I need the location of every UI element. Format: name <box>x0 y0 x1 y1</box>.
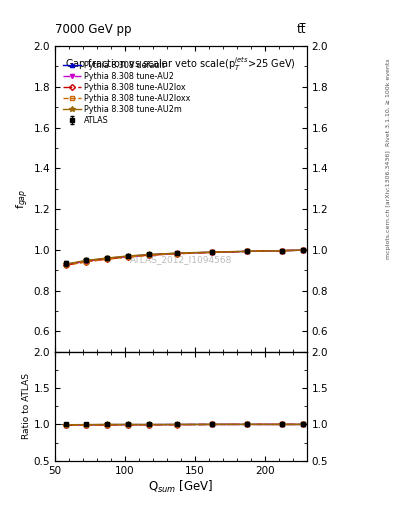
Text: Rivet 3.1.10, ≥ 100k events: Rivet 3.1.10, ≥ 100k events <box>386 58 391 146</box>
Line: Pythia 8.308 tune-AU2m: Pythia 8.308 tune-AU2m <box>63 247 306 267</box>
Pythia 8.308 tune-AU2loxx <box>301 247 305 253</box>
Pythia 8.308 tune-AU2m <box>126 253 131 259</box>
Pythia 8.308 tune-AU2lox <box>280 247 285 253</box>
Pythia 8.308 tune-AU2 <box>210 249 215 255</box>
Pythia 8.308 tune-AU2m <box>301 247 305 253</box>
Pythia 8.308 tune-AU2loxx <box>210 249 215 255</box>
Pythia 8.308 default <box>175 250 180 257</box>
Line: Pythia 8.308 default: Pythia 8.308 default <box>63 248 305 267</box>
Legend: Pythia 8.308 default, Pythia 8.308 tune-AU2, Pythia 8.308 tune-AU2lox, Pythia 8.: Pythia 8.308 default, Pythia 8.308 tune-… <box>62 59 192 126</box>
Pythia 8.308 tune-AU2lox <box>126 254 131 260</box>
Pythia 8.308 tune-AU2loxx <box>280 247 285 253</box>
Pythia 8.308 tune-AU2loxx <box>63 263 68 269</box>
Y-axis label: Ratio to ATLAS: Ratio to ATLAS <box>22 373 31 439</box>
Pythia 8.308 tune-AU2 <box>63 262 68 268</box>
Pythia 8.308 tune-AU2m <box>105 255 110 261</box>
Pythia 8.308 default <box>245 248 250 254</box>
Pythia 8.308 default <box>147 251 152 258</box>
Pythia 8.308 tune-AU2m <box>63 261 68 267</box>
Pythia 8.308 tune-AU2 <box>301 247 305 253</box>
Pythia 8.308 tune-AU2lox <box>147 252 152 258</box>
Text: Gap fraction vs scalar veto scale(p$_T^{jets}$>25 GeV): Gap fraction vs scalar veto scale(p$_T^{… <box>65 55 296 73</box>
Pythia 8.308 tune-AU2 <box>175 250 180 257</box>
Pythia 8.308 tune-AU2lox <box>105 256 110 262</box>
Pythia 8.308 tune-AU2m <box>147 251 152 258</box>
Pythia 8.308 default <box>105 255 110 262</box>
Pythia 8.308 default <box>63 262 68 268</box>
Pythia 8.308 default <box>280 247 285 253</box>
Pythia 8.308 tune-AU2lox <box>84 259 89 265</box>
Pythia 8.308 tune-AU2m <box>280 247 285 253</box>
Pythia 8.308 tune-AU2lox <box>175 250 180 257</box>
X-axis label: Q$_{sum}$ [GeV]: Q$_{sum}$ [GeV] <box>148 478 213 495</box>
Text: mcplots.cern.ch [arXiv:1306.3436]: mcplots.cern.ch [arXiv:1306.3436] <box>386 151 391 259</box>
Pythia 8.308 tune-AU2lox <box>245 248 250 254</box>
Pythia 8.308 tune-AU2m <box>245 248 250 254</box>
Pythia 8.308 default <box>84 258 89 264</box>
Pythia 8.308 tune-AU2loxx <box>175 250 180 257</box>
Y-axis label: f$_{gap}$: f$_{gap}$ <box>15 189 31 209</box>
Pythia 8.308 tune-AU2 <box>147 252 152 258</box>
Text: ATLAS_2012_I1094568: ATLAS_2012_I1094568 <box>130 255 232 265</box>
Pythia 8.308 tune-AU2 <box>280 247 285 253</box>
Pythia 8.308 default <box>126 253 131 260</box>
Pythia 8.308 default <box>210 249 215 255</box>
Pythia 8.308 tune-AU2lox <box>301 247 305 253</box>
Text: 7000 GeV pp: 7000 GeV pp <box>55 23 132 36</box>
Pythia 8.308 tune-AU2 <box>84 258 89 264</box>
Line: Pythia 8.308 tune-AU2loxx: Pythia 8.308 tune-AU2loxx <box>63 248 305 268</box>
Pythia 8.308 tune-AU2m <box>84 258 89 264</box>
Pythia 8.308 tune-AU2 <box>245 248 250 254</box>
Pythia 8.308 tune-AU2m <box>210 249 215 255</box>
Pythia 8.308 tune-AU2loxx <box>245 248 250 254</box>
Pythia 8.308 default <box>301 247 305 253</box>
Pythia 8.308 tune-AU2 <box>126 253 131 260</box>
Line: Pythia 8.308 tune-AU2: Pythia 8.308 tune-AU2 <box>63 248 305 267</box>
Pythia 8.308 tune-AU2 <box>105 255 110 262</box>
Pythia 8.308 tune-AU2loxx <box>126 254 131 260</box>
Pythia 8.308 tune-AU2lox <box>63 262 68 268</box>
Pythia 8.308 tune-AU2loxx <box>105 256 110 262</box>
Pythia 8.308 tune-AU2lox <box>210 249 215 255</box>
Pythia 8.308 tune-AU2m <box>175 250 180 256</box>
Pythia 8.308 tune-AU2loxx <box>84 259 89 265</box>
Line: Pythia 8.308 tune-AU2lox: Pythia 8.308 tune-AU2lox <box>63 248 305 267</box>
Pythia 8.308 tune-AU2loxx <box>147 252 152 259</box>
Text: tt̅: tt̅ <box>297 23 307 36</box>
